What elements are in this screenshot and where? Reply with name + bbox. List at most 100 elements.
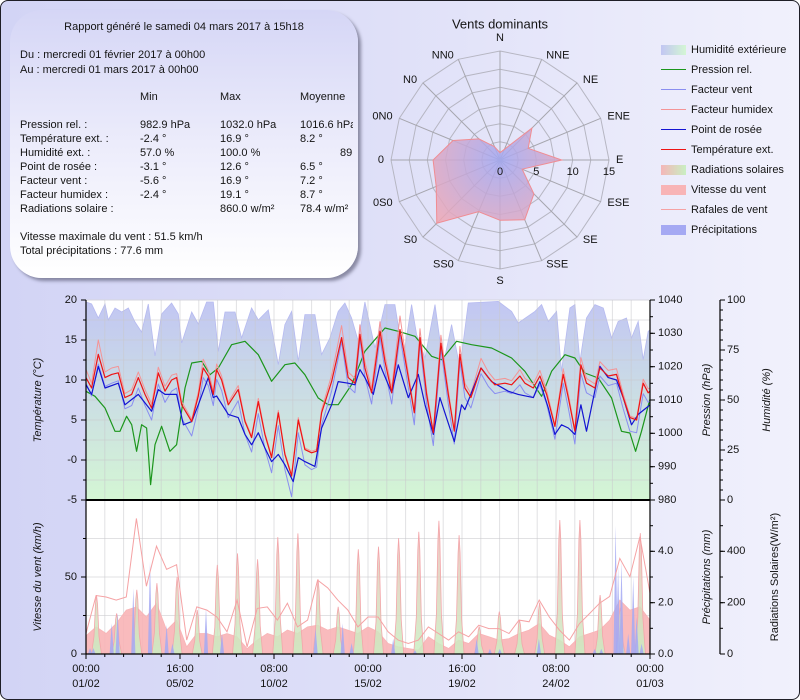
series-precipitations: [87, 525, 644, 654]
precipitation-bar: [349, 643, 354, 654]
legend-label: Point de rosée: [691, 124, 762, 136]
solar-radiation-peak: [393, 538, 405, 655]
chart-legend: Humidité extérieure Pression rel. Facteu…: [660, 43, 795, 243]
x-tick-label-time: 16:00: [166, 663, 194, 675]
x-tick-label-time: 08:00: [260, 663, 288, 675]
wind-speed-tick-label: 0: [71, 648, 77, 660]
solar-radiation-peak: [171, 576, 183, 655]
stats-row-label: Radiations solaire :: [20, 203, 114, 215]
x-tick-label-time: 00:00: [636, 663, 664, 675]
radar-direction-label: N: [496, 32, 504, 44]
wind-rose-title: Vents dominants: [452, 16, 549, 31]
precipitation-tick-label: 4.0: [658, 545, 673, 557]
chart-temperature-pressure-humidity: 20 15 10 5 -0 -5 Température (°C) 1040 1030 1020 1…: [32, 294, 773, 506]
wind-rose-polygon: [432, 126, 564, 224]
solar-radiation-peak: [352, 549, 364, 655]
stats-row-label: Pression rel. :: [20, 119, 88, 131]
legend-item-rafales-de-vent: Rafales de vent: [660, 203, 795, 223]
solar-radiation-peak: [534, 602, 546, 655]
legend-label: Humidité extérieure: [691, 44, 787, 56]
precipitation-bar: [91, 648, 96, 654]
solar-radiation-peak: [91, 594, 102, 655]
legend-label: Rafales de vent: [691, 204, 768, 216]
pressure-tick-label: 1000: [658, 427, 682, 439]
precipitation-bar: [109, 623, 114, 654]
radar-direction-label: SSE: [546, 258, 568, 270]
column-header-max: Max: [220, 91, 241, 103]
stats-row-max: 100.0 %: [220, 147, 261, 159]
temperature-tick-label: 20: [65, 294, 77, 306]
precipitation-bar: [219, 633, 225, 654]
legend-swatch: [661, 129, 686, 130]
series-line-rafales-de-vent: [85, 518, 651, 648]
precipitation-bar: [536, 638, 541, 654]
precipitation-bar: [639, 643, 644, 654]
legend-label: Facteur vent: [691, 84, 753, 96]
humidity-tick-label: 25: [727, 444, 739, 456]
solar-radiation-peak: [272, 537, 284, 655]
stats-row-label: Humidité ext. :: [20, 147, 91, 159]
solar-radiation-peak: [554, 519, 566, 655]
pressure-tick-label: 990: [658, 461, 676, 473]
stats-row-min: -2.4 °: [140, 133, 167, 145]
precipitation-bar: [115, 612, 120, 654]
stats-row-min: -3.1 °: [140, 161, 167, 173]
precipitation-bar: [497, 648, 502, 654]
solar-radiation-peak: [292, 533, 304, 655]
stats-row-min: -2.4 °: [140, 189, 167, 201]
humidity-tick-label: 0: [727, 494, 733, 506]
radar-direction-label: N0: [403, 74, 417, 86]
report-summary-panel: Rapport généré le samedi 04 mars 2017 à …: [10, 10, 358, 278]
legend-item-facteur-humidex: Facteur humidex: [660, 103, 795, 123]
stats-row-avg: 1016.6 hPa: [300, 119, 353, 131]
humidity-axis-title: Humidité (%): [761, 368, 773, 432]
series-line-pression-rel: [85, 327, 651, 486]
precipitation-tick-label: 2.0: [658, 597, 673, 609]
stats-row-avg: 7.2 °: [300, 175, 323, 187]
pressure-tick-label: 1020: [658, 361, 682, 373]
stats-row-avg: 89: [340, 147, 353, 159]
chart-wind-rain-solar: 50 0 Vitesse du vent (km/h) 4.0 2.0 0.0 Précip…: [32, 499, 781, 690]
solar-radiation-peak: [151, 583, 163, 655]
precipitation-bar: [626, 633, 631, 654]
stats-row-avg: 8.7 °: [300, 189, 323, 201]
solar-radiation-peak: [433, 520, 445, 655]
series-line-temperature-ext: [85, 329, 651, 477]
x-tick-label-date: 19/02: [448, 678, 476, 690]
pressure-axis-title: Pression (hPa): [701, 363, 713, 436]
humidity-tick-label: 75: [727, 344, 739, 356]
x-tick-label-date: 10/02: [260, 678, 288, 690]
stats-row-label: Point de rosée :: [20, 161, 98, 173]
legend-item-facteur-vent: Facteur vent: [660, 83, 795, 103]
legend-item-radiations-solaires: Radiations solaires: [660, 163, 795, 183]
radar-direction-label: NNE: [546, 50, 569, 62]
max-wind-speed: Vitesse maximale du vent : 51.5 km/h: [20, 231, 203, 243]
stats-row-label: Facteur vent :: [20, 175, 88, 187]
stats-row-min: 57.0 %: [140, 147, 175, 159]
legend-label: Précipitations: [691, 224, 758, 236]
stats-row-max: 19.1 °: [220, 189, 249, 201]
radar-spoke: [499, 59, 543, 161]
x-tick-label-date: 01/03: [636, 678, 664, 690]
precipitation-bar: [613, 525, 618, 654]
legend-swatch: [661, 209, 686, 210]
humidity-tick-label: 50: [727, 394, 739, 406]
x-tick-label-date: 15/02: [354, 678, 382, 690]
legend-item-vitesse-du-vent: Vitesse du vent: [660, 183, 795, 203]
solar-radiation-peak: [453, 535, 465, 655]
stats-row-label: Température ext. :: [20, 133, 109, 145]
stats-row-max: 860.0 w/m²: [220, 203, 275, 215]
radar-spoke: [457, 59, 501, 161]
radar-direction-label: ENE: [607, 111, 630, 123]
solar-radiation-peak: [594, 594, 606, 655]
precipitation-bar: [203, 608, 209, 654]
report-period-from: Du : mercredi 01 février 2017 à 00h00: [20, 49, 206, 61]
precipitation-tick-label: 0.0: [658, 648, 673, 660]
radar-tick-label: 15: [603, 166, 615, 178]
legend-item-point-de-rosee: Point de rosée: [660, 123, 795, 143]
stats-row-avg: 78.4 w/m²: [300, 203, 349, 215]
precipitation-bar: [147, 561, 153, 654]
precipitation-bar: [87, 648, 93, 654]
solar-radiation-peak: [513, 619, 526, 655]
